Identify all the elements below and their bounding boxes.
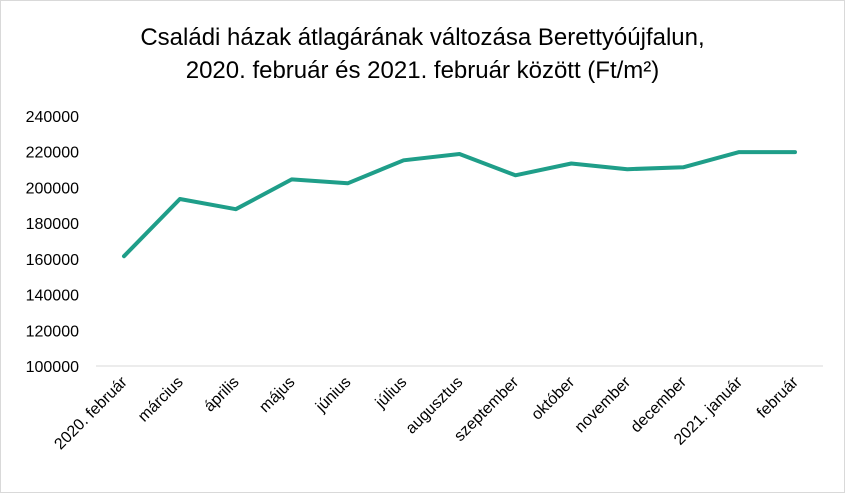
x-tick-label: március xyxy=(135,374,187,426)
series-line xyxy=(124,152,795,256)
x-tick-label: június xyxy=(312,374,354,416)
y-tick-label: 200000 xyxy=(26,180,79,197)
x-tick-label: július xyxy=(372,374,411,413)
x-tick-label: 2020. február xyxy=(51,373,131,453)
x-tick-label: május xyxy=(256,374,298,416)
y-tick-label: 220000 xyxy=(26,145,79,162)
x-tick-label: február xyxy=(754,373,802,421)
x-tick-label: április xyxy=(201,374,243,416)
x-tick-label: október xyxy=(528,373,578,423)
y-tick-label: 240000 xyxy=(26,109,79,126)
y-tick-label: 160000 xyxy=(26,252,79,269)
x-tick-label: november xyxy=(572,373,635,436)
y-tick-label: 140000 xyxy=(26,288,79,305)
y-tick-label: 100000 xyxy=(26,359,79,376)
y-tick-label: 120000 xyxy=(26,323,79,340)
y-tick-label: 180000 xyxy=(26,216,79,233)
